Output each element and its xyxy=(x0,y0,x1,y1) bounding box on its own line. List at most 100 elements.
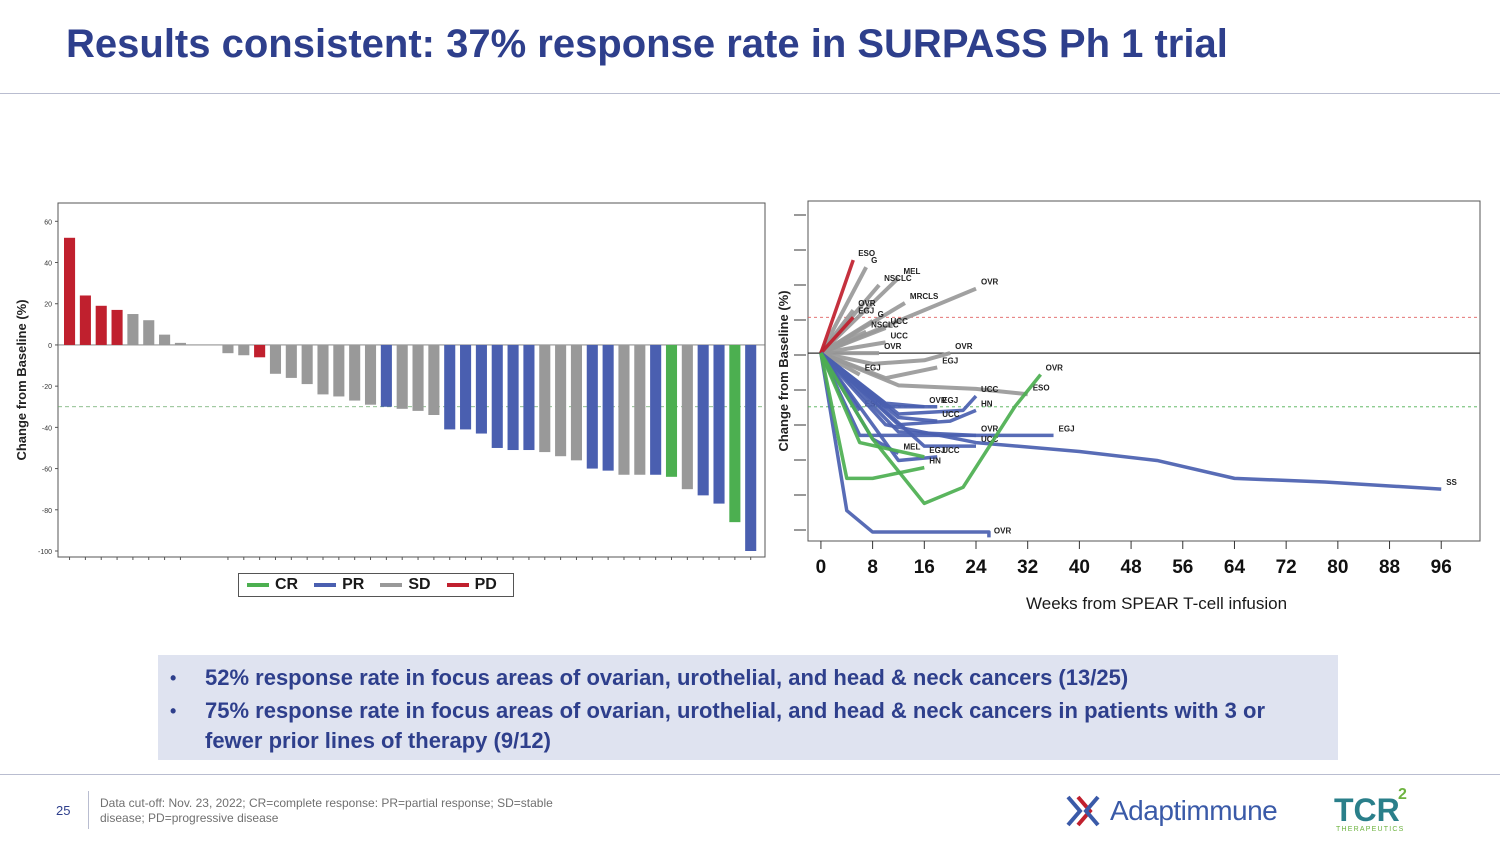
waterfall-bar xyxy=(127,314,139,345)
spider-series-label: MEL xyxy=(903,442,920,451)
spider-series-label: EGJ xyxy=(865,364,881,373)
waterfall-bar xyxy=(681,344,693,490)
line-x-tick-label: 96 xyxy=(1431,557,1452,578)
waterfall-bar xyxy=(333,344,345,397)
line-x-tick-label: 32 xyxy=(1017,557,1038,578)
spider-series-label: OVR xyxy=(994,526,1012,535)
spider-series-label: EGJ xyxy=(942,356,958,365)
spider-series-line xyxy=(819,351,1442,491)
waterfall-bar xyxy=(491,344,503,448)
waterfall-bar xyxy=(618,344,630,475)
spider-series-label: MRCLS xyxy=(910,292,939,301)
spider-series-line xyxy=(819,352,991,538)
legend-swatch-pr xyxy=(314,583,337,587)
waterfall-bar xyxy=(602,344,614,471)
waterfall-bar xyxy=(697,344,709,496)
spider-series-label: UCC xyxy=(891,317,909,326)
spider-series-line xyxy=(819,266,868,355)
spider-series-label: OVR xyxy=(981,424,999,433)
waterfall-bar xyxy=(444,344,456,430)
tcr2-subtitle: THERAPEUTICS xyxy=(1336,826,1405,833)
spider-series-label: UCC xyxy=(981,385,999,394)
page-title: Results consistent: 37% response rate in… xyxy=(66,22,1228,66)
spider-series-line xyxy=(820,329,868,355)
spider-series-label: ESO xyxy=(858,249,875,258)
spider-series-label: UCC xyxy=(891,331,909,340)
waterfall-bar xyxy=(95,305,107,345)
waterfall-bar xyxy=(729,344,741,523)
waterfall-bar xyxy=(396,344,408,409)
bullet-item: • 75% response rate in focus areas of ova… xyxy=(170,696,1324,756)
spider-series-label: SS xyxy=(1446,478,1457,487)
waterfall-bar xyxy=(64,237,76,345)
tcr2-logo: TCR 2 THERAPEUTICS xyxy=(1334,786,1424,836)
footer-divider xyxy=(0,774,1500,775)
spider-series-label: EGJ xyxy=(858,306,874,315)
waterfall-chart: 60 40 20 0 -20 -40 -60 -80 -100 Change from Basel… xyxy=(10,195,770,570)
bullet-text: 75% response rate in focus areas of ovar… xyxy=(205,698,1266,753)
waterfall-bar xyxy=(713,344,725,504)
chart-legend: CR PR SD PD xyxy=(238,573,514,597)
adaptimmune-wordmark: Adaptimmune xyxy=(1110,795,1278,826)
line-y-axis-label: Change from Baseline (%) xyxy=(776,290,791,451)
legend-label-pr: PR xyxy=(342,576,365,593)
spider-series-label: EGJ xyxy=(1059,424,1075,433)
spider-series-label: EGJ xyxy=(929,446,945,455)
bar-plot-frame xyxy=(57,202,766,558)
page-number: 25 xyxy=(56,803,71,818)
waterfall-bar xyxy=(349,344,361,401)
waterfall-bar xyxy=(317,344,329,395)
waterfall-bar xyxy=(665,344,678,477)
spider-series-label: HN xyxy=(981,399,993,408)
legend-item-pd: PD xyxy=(446,576,497,594)
legend-swatch-sd xyxy=(380,583,403,587)
line-x-tick-label: 80 xyxy=(1327,557,1348,578)
spider-series-label: UCC xyxy=(942,410,960,419)
key-findings-box: • 52% response rate in focus areas of ova… xyxy=(158,655,1338,760)
bar-y-tick-label: 60 xyxy=(44,219,52,226)
waterfall-bar xyxy=(539,344,551,453)
tcr2-wordmark: TCR xyxy=(1334,792,1400,828)
bar-y-tick-label: 0 xyxy=(48,343,52,350)
spider-series-label: G xyxy=(878,310,884,319)
legend-label-sd: SD xyxy=(408,576,431,593)
line-x-tick-label: 88 xyxy=(1379,557,1400,578)
spider-series-label: MEL xyxy=(903,267,920,276)
bar-y-tick-label: -100 xyxy=(38,549,52,556)
tcr2-superscript: 2 xyxy=(1398,786,1407,803)
waterfall-bar xyxy=(507,344,519,451)
waterfall-bar xyxy=(79,295,91,345)
spider-series-label: UCC xyxy=(981,435,999,444)
waterfall-bar xyxy=(475,344,487,434)
spider-series-label: OVR xyxy=(1046,364,1064,373)
line-x-tick-label: 0 xyxy=(816,557,827,578)
line-x-tick-label: 48 xyxy=(1121,557,1142,578)
spider-series-line xyxy=(820,351,1028,397)
spider-series-line xyxy=(820,351,951,366)
bullet-dot: • xyxy=(170,668,177,688)
spider-series-label: NSCLC xyxy=(871,321,899,330)
adaptimmune-mark-icon xyxy=(1066,795,1100,827)
spider-series-line xyxy=(819,259,855,354)
bar-y-tick-label: -60 xyxy=(42,467,52,474)
spider-svg: 0 8 16 24 32 40 48 56 64 72 80 88 96GMELNSCLCMRCLSOV… xyxy=(776,200,1481,578)
waterfall-bar xyxy=(269,344,282,374)
waterfall-bar xyxy=(380,344,392,407)
spider-series-label: ESO xyxy=(1033,383,1050,392)
spider-series-label: OVR xyxy=(884,342,902,351)
legend-item-sd: SD xyxy=(380,576,431,594)
line-x-tick-label: 40 xyxy=(1069,557,1090,578)
line-x-tick-label: 56 xyxy=(1172,557,1193,578)
spider-series-label: UCC xyxy=(942,446,960,455)
line-x-tick-label: 16 xyxy=(914,557,935,578)
waterfall-bar xyxy=(650,344,662,475)
title-divider xyxy=(0,93,1500,94)
waterfall-bar xyxy=(301,344,313,385)
waterfall-bar xyxy=(254,344,266,358)
waterfall-bar xyxy=(570,344,582,461)
spider-series-label: OVR xyxy=(981,278,999,287)
legend-label-cr: CR xyxy=(275,576,299,593)
spider-series-line xyxy=(819,352,925,481)
spider-series-line xyxy=(819,352,1042,506)
spider-series-label: EGJ xyxy=(942,396,958,405)
